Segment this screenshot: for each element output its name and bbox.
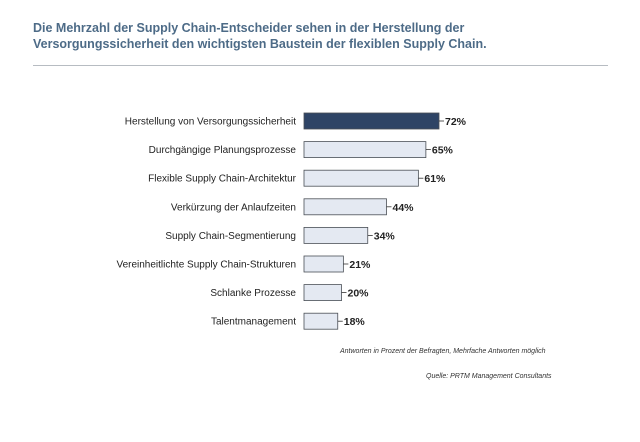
bar: [303, 284, 342, 302]
bar: [303, 255, 344, 273]
value-label: 72%: [445, 116, 467, 128]
category-label: Herstellung von Versorgungssicherheit: [125, 117, 296, 128]
category-label: Schlanke Prozesse: [210, 288, 296, 299]
value-label: 44%: [393, 202, 415, 214]
value-label: 34%: [374, 230, 396, 242]
category-label: Supply Chain-Segmentierung: [165, 231, 296, 242]
chart-title: Die Mehrzahl der Supply Chain-Entscheide…: [33, 20, 613, 52]
category-label: Flexible Supply Chain-Architektur: [148, 174, 297, 185]
title-line-1: Die Mehrzahl der Supply Chain-Entscheide…: [33, 21, 465, 35]
bar: [303, 169, 419, 187]
category-label: Durchgängige Planungsprozesse: [149, 145, 297, 156]
value-label: 20%: [348, 288, 370, 300]
value-label: 18%: [344, 316, 366, 328]
category-label: Talentmanagement: [211, 317, 296, 328]
value-label: 21%: [349, 259, 371, 271]
bar: [303, 198, 387, 216]
value-label: 61%: [424, 173, 446, 185]
category-label: Verkürzung der Anlaufzeiten: [171, 202, 296, 213]
title-divider: [33, 65, 608, 66]
bar: [303, 112, 440, 130]
source-note: Quelle: PRTM Management Consultants: [426, 373, 552, 380]
bar: [303, 226, 369, 244]
value-label: 65%: [432, 145, 454, 157]
title-line-2: Versorgungssicherheit den wichtigsten Ba…: [33, 37, 487, 51]
footnote: Antworten in Prozent der Befragten, Mehr…: [340, 348, 546, 355]
bar: [303, 141, 427, 159]
bar: [303, 312, 339, 330]
category-label: Vereinheitlichte Supply Chain-Strukturen: [116, 260, 296, 271]
